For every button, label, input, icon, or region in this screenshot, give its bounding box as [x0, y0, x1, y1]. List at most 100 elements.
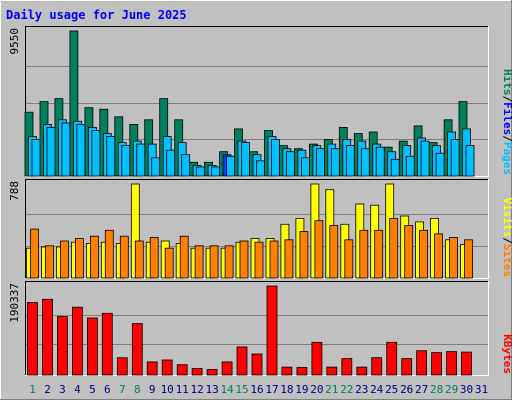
bar-pages-day-27 — [420, 140, 430, 177]
day-label-17: 17 — [265, 383, 278, 396]
bar-pages-day-28 — [435, 152, 445, 177]
chart-title: Daily usage for June 2025 — [6, 8, 187, 22]
bar-pages-day-10 — [166, 149, 176, 177]
legend-separator: / — [501, 135, 512, 142]
bar-sites-day-12 — [194, 245, 204, 279]
bar-kbytes-day-19 — [296, 367, 308, 376]
bar-sites-day-18 — [284, 239, 294, 279]
legend-visits-sites: Visits/Sites — [501, 198, 512, 278]
bar-sites-day-2 — [45, 245, 54, 279]
bar-kbytes-day-6 — [101, 312, 113, 376]
bar-pages-day-20 — [315, 148, 325, 177]
day-label-29: 29 — [445, 383, 458, 396]
bar-kbytes-day-1 — [27, 302, 38, 376]
bar-kbytes-day-12 — [191, 368, 203, 376]
day-label-28: 28 — [430, 383, 443, 396]
bar-kbytes-day-15 — [236, 346, 248, 376]
day-label-4: 4 — [74, 383, 81, 396]
bar-sites-day-19 — [299, 231, 309, 279]
day-label-6: 6 — [104, 383, 111, 396]
bar-kbytes-day-7 — [116, 357, 128, 376]
bar-sites-day-28 — [434, 233, 444, 279]
bar-pages-day-3 — [61, 122, 71, 177]
bar-pages-day-14 — [226, 155, 236, 177]
legend-pages: Pages — [501, 142, 512, 175]
bar-pages-day-24 — [375, 146, 385, 177]
bar-pages-day-12 — [196, 166, 206, 177]
bar-pages-day-4 — [76, 124, 86, 177]
day-label-1: 1 — [29, 383, 36, 396]
day-labels: 1 2 3 4 5 6 7 8 9 10 11 12 13 14 15 16 17 18 19 20 21 22 23 24 2… — [29, 383, 488, 396]
legend-kbytes: KBytes — [501, 334, 512, 374]
bar-kbytes-day-4 — [72, 306, 83, 376]
bar-pages-day-17 — [271, 139, 280, 177]
bar-sites-day-21 — [329, 225, 339, 279]
bar-pages-day-1 — [31, 139, 41, 177]
bar-sites-day-20 — [314, 220, 324, 279]
bar-kbytes-day-2 — [42, 298, 53, 376]
bar-pages-day-19 — [300, 157, 310, 177]
bar-pages-day-18 — [285, 151, 295, 177]
bar-sites-day-29 — [449, 236, 459, 279]
ymax-label-hits-files-pages: 9550 — [8, 28, 21, 55]
bar-pages-day-13 — [211, 166, 221, 177]
bar-kbytes-day-28 — [431, 352, 443, 376]
legend-files: Files — [501, 102, 512, 135]
day-label-26: 26 — [400, 383, 413, 396]
day-label-16: 16 — [250, 383, 263, 396]
ymax-label-visits-sites: 788 — [8, 181, 21, 201]
bar-kbytes-day-25 — [386, 341, 398, 376]
bar-pages-day-29 — [450, 139, 460, 177]
bar-pages-day-26 — [405, 155, 415, 177]
bar-kbytes-day-23 — [356, 366, 368, 376]
bar-kbytes-day-24 — [371, 357, 383, 376]
day-label-23: 23 — [355, 383, 368, 396]
bar-kbytes-day-18 — [281, 366, 293, 376]
legend-separator: / — [501, 96, 512, 103]
day-label-30: 30 — [460, 383, 473, 396]
bar-pages-day-15 — [241, 142, 250, 177]
bar-kbytes-day-9 — [146, 361, 158, 376]
day-label-13: 13 — [205, 383, 218, 396]
bar-kbytes-day-26 — [401, 358, 413, 376]
bar-pages-day-2 — [46, 127, 56, 177]
bar-sites-day-17 — [269, 240, 279, 279]
day-label-27: 27 — [415, 383, 428, 396]
legend-hits-files-pages: Hits/Files/Pages — [501, 69, 512, 175]
bar-sites-day-8 — [134, 240, 144, 279]
day-label-14: 14 — [220, 383, 234, 396]
bar-kbytes-day-8 — [131, 323, 143, 376]
day-label-12: 12 — [190, 383, 203, 396]
bar-pages-day-8 — [136, 143, 146, 177]
ymax-label-kbytes: 190337 — [8, 283, 21, 323]
bar-kbytes-day-29 — [446, 351, 458, 376]
day-label-7: 7 — [119, 383, 126, 396]
bar-sites-day-13 — [209, 245, 219, 279]
legend-sites: Sites — [501, 244, 512, 277]
day-label-18: 18 — [280, 383, 293, 396]
legend-separator: / — [501, 237, 512, 244]
day-label-2: 2 — [44, 383, 51, 396]
bar-kbytes-day-13 — [206, 368, 218, 376]
day-label-8: 8 — [134, 383, 141, 396]
bar-kbytes-day-10 — [161, 359, 173, 376]
bar-pages-day-25 — [390, 158, 400, 177]
day-label-15: 15 — [235, 383, 248, 396]
bar-kbytes-day-20 — [311, 341, 323, 376]
bar-pages-day-16 — [256, 160, 265, 177]
bar-pages-day-30 — [465, 145, 475, 177]
bar-kbytes-day-5 — [87, 317, 98, 376]
bar-sites-day-14 — [224, 245, 234, 279]
day-label-21: 21 — [325, 383, 338, 396]
bar-kbytes-day-22 — [341, 358, 353, 376]
legend-visits: Visits — [501, 198, 512, 238]
bar-kbytes-day-14 — [221, 361, 233, 376]
day-label-19: 19 — [295, 383, 308, 396]
day-label-10: 10 — [161, 383, 174, 396]
bar-sites-day-15 — [239, 240, 249, 279]
day-label-9: 9 — [149, 383, 156, 396]
day-label-24: 24 — [370, 383, 384, 396]
bar-sites-day-25 — [389, 217, 399, 279]
bar-pages-day-9 — [151, 157, 161, 177]
bar-pages-day-21 — [330, 148, 340, 177]
